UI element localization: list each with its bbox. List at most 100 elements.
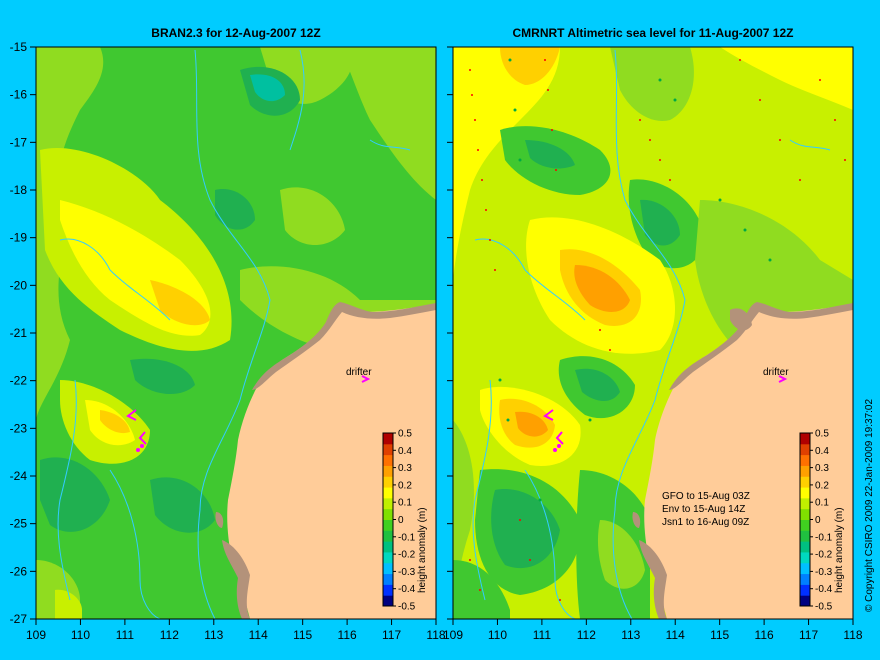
copyright-text: © Copyright CSIRO 2009 22-Jan-2009 19:37… (864, 398, 875, 612)
colorbar-tick-label: 0 (398, 515, 404, 526)
colorbar-tick-label: -0.2 (398, 550, 416, 561)
lat-tick-label: -23 (10, 421, 28, 435)
left-colorbar-label: height anomaly (m) (417, 507, 428, 593)
colorbar-tick-label: -0.4 (815, 584, 833, 595)
lat-tick-label: -24 (10, 469, 28, 483)
colorbar-swatch (383, 443, 393, 456)
lon-tick-label: 117 (799, 628, 818, 642)
lat-tick-label: -17 (10, 135, 28, 149)
colorbar-tick-label: -0.5 (815, 602, 833, 613)
colorbar-swatch (800, 508, 810, 520)
colorbar-tick-label: 0.4 (815, 446, 829, 457)
satellite-note: GFO to 15-Aug 03Z (662, 491, 750, 502)
lat-tick-label: -20 (10, 278, 28, 292)
colorbar-swatch (383, 519, 393, 531)
colorbar-swatch (383, 573, 393, 585)
colorbar-swatch (383, 465, 393, 477)
colorbar-tick-label: 0.5 (815, 429, 829, 440)
satellite-notes: GFO to 15-Aug 03Z Env to 15-Aug 14Z Jsn1… (662, 490, 750, 529)
colorbar-swatch (800, 584, 810, 596)
colorbar-swatch (800, 562, 810, 575)
colorbar-tick-label: 0.3 (398, 463, 412, 474)
colorbar-swatch (800, 443, 810, 456)
colorbar-swatch (383, 584, 393, 596)
right-panel-title: CMRNRT Altimetric sea level for 11-Aug-2… (512, 26, 794, 40)
lon-tick-label: 114 (249, 628, 268, 642)
colorbar-swatch (383, 530, 393, 542)
colorbar-tick-label: -0.3 (815, 567, 833, 578)
colorbar-swatch (800, 573, 810, 585)
colorbar-swatch (383, 541, 393, 553)
left-latitude-axis: -15 -16 -17 -18 -19 -20 -21 -22 -23 -24 -25 -26 -27 (10, 40, 453, 626)
lon-tick-label: 111 (116, 628, 135, 642)
lon-tick-label: 113 (204, 628, 223, 642)
left-map: drifter (36, 47, 436, 619)
satellite-note: Jsn1 to 16-Aug 09Z (662, 517, 750, 528)
colorbar-swatch (800, 454, 810, 466)
colorbar-swatch (383, 433, 393, 445)
left-longitude-axis: 109 110 111 112 113 114 115 116 117 118 (26, 619, 446, 642)
colorbar-swatch (800, 530, 810, 542)
right-colorbar: 0.5 0.4 0.3 0.2 0.1 0 -0.1 -0.2 -0.3 -0.4 -0.5 (799, 429, 833, 613)
colorbar-swatch (800, 541, 810, 553)
colorbar-swatch (800, 595, 810, 607)
lat-tick-label: -22 (10, 374, 28, 388)
colorbar-swatch (383, 497, 393, 510)
colorbar-tick-label: -0.3 (398, 567, 416, 578)
colorbar-swatch (800, 519, 810, 531)
colorbar-tick-label: 0.1 (815, 498, 829, 509)
colorbar-swatch (383, 562, 393, 575)
colorbar-swatch (383, 595, 393, 607)
colorbar-swatch (800, 433, 810, 445)
colorbar-swatch (383, 551, 393, 564)
satellite-tracks (469, 59, 846, 601)
satellite-note: Env to 15-Aug 14Z (662, 504, 746, 515)
lon-tick-label: 110 (488, 628, 507, 642)
lon-tick-label: 118 (843, 628, 862, 642)
colorbar-tick-label: -0.4 (398, 584, 416, 595)
lon-tick-label: 113 (621, 628, 640, 642)
right-longitude-axis: 109 110 111 112 113 114 115 116 117 118 (443, 619, 863, 642)
lon-tick-label: 109 (443, 628, 463, 642)
colorbar-swatch (800, 551, 810, 564)
colorbar-tick-label: 0.4 (398, 446, 412, 457)
colorbar-tick-label: -0.5 (398, 602, 416, 613)
lat-tick-label: -21 (10, 326, 28, 340)
lat-tick-label: -16 (10, 88, 28, 102)
colorbar-swatch (800, 497, 810, 510)
colorbar-tick-label: -0.2 (815, 550, 833, 561)
colorbar-tick-label: 0.3 (815, 463, 829, 474)
lon-tick-label: 117 (382, 628, 401, 642)
lat-tick-label: -18 (10, 183, 28, 197)
left-drifter-label: drifter (346, 367, 372, 378)
colorbar-tick-label: 0.2 (398, 480, 412, 491)
colorbar-swatch (383, 476, 393, 488)
lon-tick-label: 112 (577, 628, 596, 642)
colorbar-swatch (383, 508, 393, 520)
lon-tick-label: 116 (338, 628, 357, 642)
right-map: drifter (453, 47, 853, 619)
lon-tick-label: 109 (26, 628, 46, 642)
lon-tick-label: 111 (533, 628, 552, 642)
colorbar-swatch (800, 476, 810, 488)
colorbar-swatch (383, 487, 393, 499)
lon-tick-label: 112 (160, 628, 179, 642)
colorbar-tick-label: 0 (815, 515, 821, 526)
lon-tick-label: 115 (710, 628, 729, 642)
colorbar-swatch (800, 487, 810, 499)
lat-tick-label: -15 (10, 40, 28, 54)
colorbar-tick-label: -0.1 (398, 532, 416, 543)
left-colorbar: 0.5 0.4 0.3 0.2 0.1 0 -0.1 -0.2 -0.3 -0.4 -0.5 (382, 429, 416, 613)
colorbar-swatch (800, 465, 810, 477)
left-panel-title: BRAN2.3 for 12-Aug-2007 12Z (151, 26, 321, 40)
lat-tick-label: -19 (10, 231, 28, 245)
lon-tick-label: 116 (755, 628, 774, 642)
right-colorbar-label: height anomaly (m) (834, 507, 845, 593)
colorbar-swatch (383, 454, 393, 466)
right-drifter-label: drifter (763, 367, 789, 378)
lat-tick-label: -27 (10, 612, 28, 626)
lon-tick-label: 110 (71, 628, 90, 642)
lat-tick-label: -25 (10, 517, 28, 531)
colorbar-tick-label: 0.2 (815, 480, 829, 491)
